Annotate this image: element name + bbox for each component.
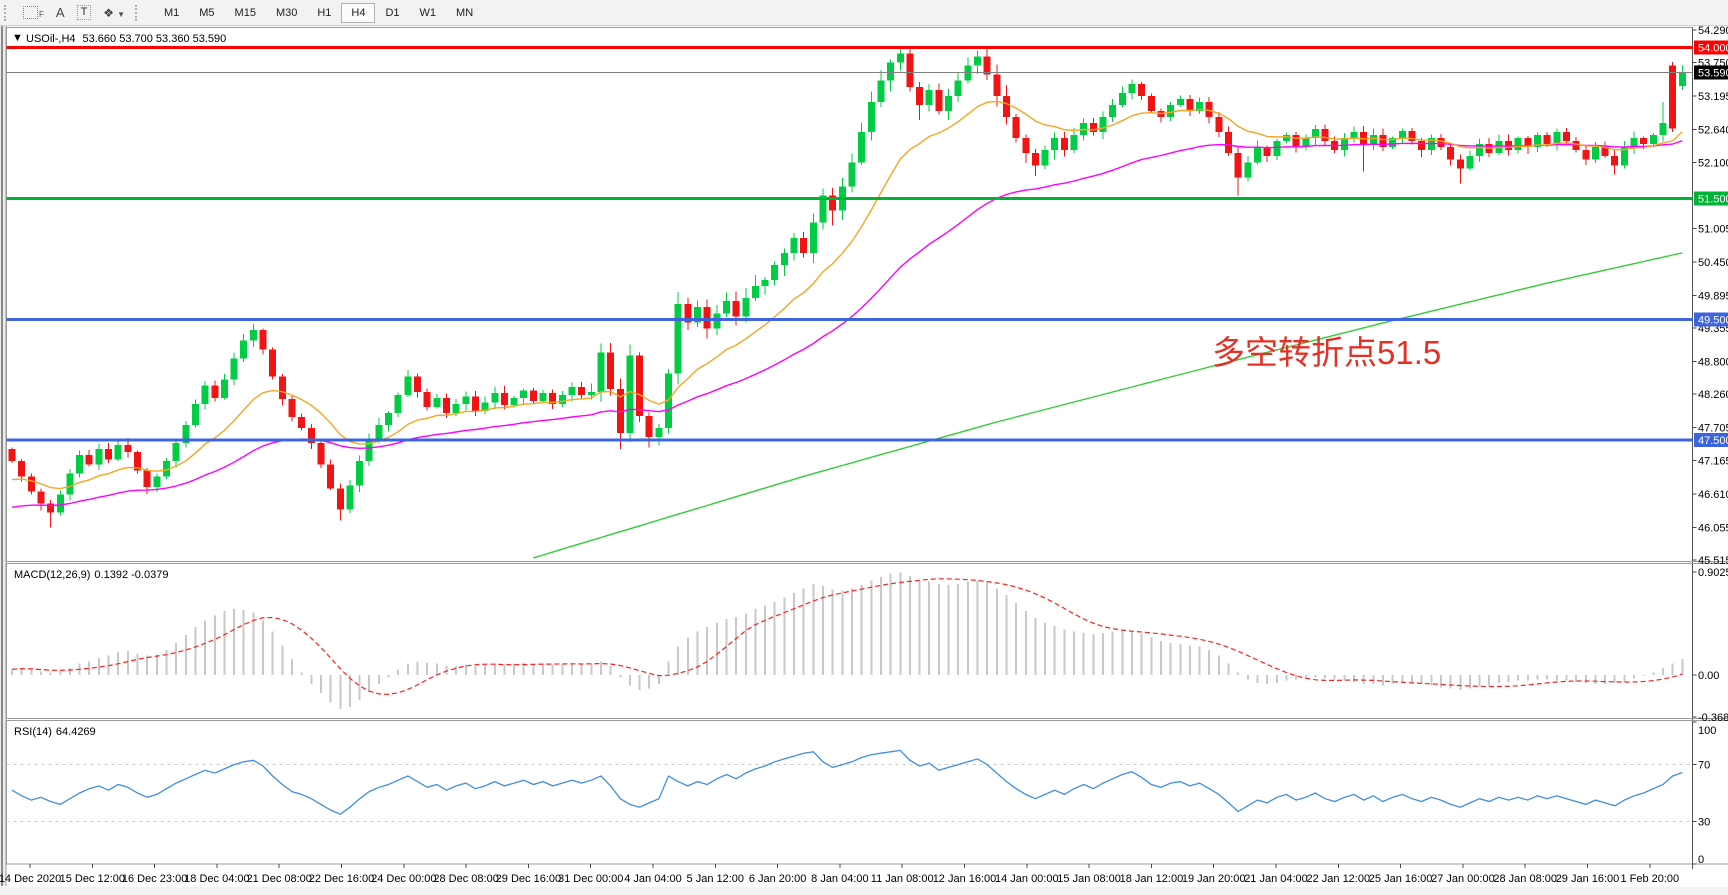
objects-style-icon[interactable]: ❖ ▼ bbox=[97, 5, 131, 21]
svg-text:52.100: 52.100 bbox=[1698, 157, 1728, 169]
svg-text:53.195: 53.195 bbox=[1698, 91, 1728, 103]
svg-text:48.260: 48.260 bbox=[1698, 389, 1728, 401]
dropdown-caret-icon: ▼ bbox=[117, 9, 125, 19]
svg-text:29 Jan 16:00: 29 Jan 16:00 bbox=[1556, 873, 1620, 885]
grid-f-icon[interactable]: F bbox=[17, 4, 50, 21]
svg-text:47.500: 47.500 bbox=[1698, 435, 1728, 447]
svg-text:8 Jan 04:00: 8 Jan 04:00 bbox=[811, 873, 869, 885]
svg-text:22 Dec 16:00: 22 Dec 16:00 bbox=[309, 873, 374, 885]
rsi-pane: 100 70 30 0 bbox=[6, 721, 1716, 866]
svg-text:45.515: 45.515 bbox=[1698, 555, 1728, 567]
svg-text:12 Jan 16:00: 12 Jan 16:00 bbox=[933, 873, 997, 885]
price-axis: 54.290 53.750 53.195 52.640 52.100 51.005 50.4… bbox=[1692, 26, 1728, 567]
svg-text:28 Jan 08:00: 28 Jan 08:00 bbox=[1493, 873, 1557, 885]
svg-text:53.590: 53.590 bbox=[1698, 67, 1728, 79]
svg-text:31 Dec 00:00: 31 Dec 00:00 bbox=[558, 873, 623, 885]
svg-text:18 Jan 12:00: 18 Jan 12:00 bbox=[1120, 873, 1184, 885]
svg-text:22 Jan 12:00: 22 Jan 12:00 bbox=[1306, 873, 1370, 885]
dotted-grid-icon bbox=[23, 6, 38, 19]
svg-text:46.610: 46.610 bbox=[1698, 489, 1728, 501]
grid-f-label: F bbox=[39, 10, 44, 19]
rsi-line bbox=[11, 749, 1683, 816]
chart-quotes: 53.660 53.700 53.360 53.590 bbox=[83, 33, 227, 45]
toolbar-grip-icon-2[interactable] bbox=[134, 4, 142, 21]
timeframe-button-MN[interactable]: MN bbox=[456, 6, 474, 19]
svg-text:0.00: 0.00 bbox=[1698, 670, 1719, 682]
svg-text:50.450: 50.450 bbox=[1698, 257, 1728, 269]
svg-text:6 Jan 20:00: 6 Jan 20:00 bbox=[749, 873, 807, 885]
svg-text:19 Jan 20:00: 19 Jan 20:00 bbox=[1182, 873, 1246, 885]
svg-text:54.290: 54.290 bbox=[1698, 26, 1728, 37]
chart-title[interactable]: USOil-,H4 53.660 53.700 53.360 53.590 bbox=[26, 33, 226, 45]
timeframe-button-M5[interactable]: M5 bbox=[199, 6, 215, 19]
svg-text:52.640: 52.640 bbox=[1698, 125, 1728, 137]
text-tool-glyph: T bbox=[76, 5, 92, 20]
svg-text:51.005: 51.005 bbox=[1698, 223, 1728, 235]
horizontal-level-lines[interactable] bbox=[6, 46, 1693, 442]
timeframe-button-M15[interactable]: M15 bbox=[234, 6, 256, 19]
toolbar-grip-icon[interactable] bbox=[4, 4, 11, 21]
macd-signal-line bbox=[11, 578, 1683, 696]
svg-text:70: 70 bbox=[1698, 760, 1710, 772]
timeframe-button-M1[interactable]: M1 bbox=[163, 6, 180, 19]
annotation-text[interactable]: 多空转折点51.5 bbox=[1212, 334, 1441, 371]
chart-canvas[interactable]: 54.290 53.750 53.195 52.640 52.100 51.005 50.4… bbox=[0, 26, 1728, 895]
svg-text:18 Dec 04:00: 18 Dec 04:00 bbox=[184, 873, 249, 885]
svg-text:15 Dec 12:00: 15 Dec 12:00 bbox=[60, 873, 125, 885]
timeframe-button-group: M1 M5 M15 M30 H1 H4 D1 W1 MN bbox=[154, 2, 483, 23]
svg-text:47.165: 47.165 bbox=[1698, 455, 1728, 467]
svg-text:5 Jan 12:00: 5 Jan 12:00 bbox=[687, 873, 745, 885]
macd-pane: 0.9025 0.00 -0.3688 bbox=[11, 567, 1728, 724]
svg-text:14 Dec 2020: 14 Dec 2020 bbox=[0, 873, 61, 885]
svg-text:15 Jan 08:00: 15 Jan 08:00 bbox=[1057, 873, 1121, 885]
top-toolbar: F A T ❖ ▼ M1 M5 M15 M30 H1 H4 D1 W1 MN bbox=[0, 0, 1728, 26]
label-a-icon[interactable]: A bbox=[55, 5, 65, 20]
svg-text:51.500: 51.500 bbox=[1698, 194, 1728, 206]
svg-text:1 Feb 20:00: 1 Feb 20:00 bbox=[1620, 873, 1679, 885]
svg-text:49.500: 49.500 bbox=[1698, 314, 1728, 326]
timeframe-button-M30[interactable]: M30 bbox=[275, 6, 298, 19]
ma-slow-line bbox=[533, 252, 1683, 559]
timeframe-button-D1[interactable]: D1 bbox=[385, 6, 400, 19]
title-collapse-icon[interactable]: ▼ bbox=[12, 32, 23, 44]
svg-text:0.9025: 0.9025 bbox=[1698, 567, 1728, 579]
timeframe-button-W1[interactable]: W1 bbox=[419, 6, 437, 19]
svg-text:11 Jan 08:00: 11 Jan 08:00 bbox=[871, 873, 934, 885]
svg-text:49.895: 49.895 bbox=[1698, 290, 1728, 302]
timeframe-button-H4[interactable]: H4 bbox=[341, 2, 376, 23]
svg-text:28 Dec 08:00: 28 Dec 08:00 bbox=[433, 873, 498, 885]
text-tool-icon[interactable]: T bbox=[71, 3, 98, 22]
svg-text:14 Jan 00:00: 14 Jan 00:00 bbox=[995, 873, 1059, 885]
svg-text:27 Jan 00:00: 27 Jan 00:00 bbox=[1431, 873, 1495, 885]
svg-text:100: 100 bbox=[1698, 725, 1716, 737]
svg-text:48.800: 48.800 bbox=[1698, 357, 1728, 369]
svg-text:-0.3688: -0.3688 bbox=[1698, 712, 1728, 724]
ma-fast-line bbox=[11, 100, 1683, 490]
rsi-pane-label: RSI(14) 64.4269 bbox=[14, 726, 96, 738]
candles bbox=[8, 46, 1686, 528]
diamond-icon: ❖ bbox=[103, 5, 115, 20]
chart-symbol: USOil-,H4 bbox=[26, 33, 76, 45]
timeframe-button-H1[interactable]: H1 bbox=[317, 6, 332, 19]
svg-text:16 Dec 23:00: 16 Dec 23:00 bbox=[122, 873, 187, 885]
svg-text:53.750: 53.750 bbox=[1698, 58, 1728, 70]
svg-text:21 Dec 08:00: 21 Dec 08:00 bbox=[246, 873, 311, 885]
svg-text:0: 0 bbox=[1698, 854, 1704, 866]
svg-text:47.705: 47.705 bbox=[1698, 423, 1728, 435]
svg-text:29 Dec 16:00: 29 Dec 16:00 bbox=[496, 873, 561, 885]
svg-text:30: 30 bbox=[1698, 816, 1710, 828]
svg-text:24 Dec 00:00: 24 Dec 00:00 bbox=[371, 873, 436, 885]
svg-text:4 Jan 04:00: 4 Jan 04:00 bbox=[624, 873, 682, 885]
svg-text:54.000: 54.000 bbox=[1698, 43, 1728, 55]
svg-text:25 Jan 16:00: 25 Jan 16:00 bbox=[1369, 873, 1433, 885]
svg-text:21 Jan 04:00: 21 Jan 04:00 bbox=[1244, 873, 1308, 885]
svg-text:46.055: 46.055 bbox=[1698, 522, 1728, 534]
macd-pane-label: MACD(12,26,9) 0.1392 -0.0379 bbox=[14, 569, 168, 581]
